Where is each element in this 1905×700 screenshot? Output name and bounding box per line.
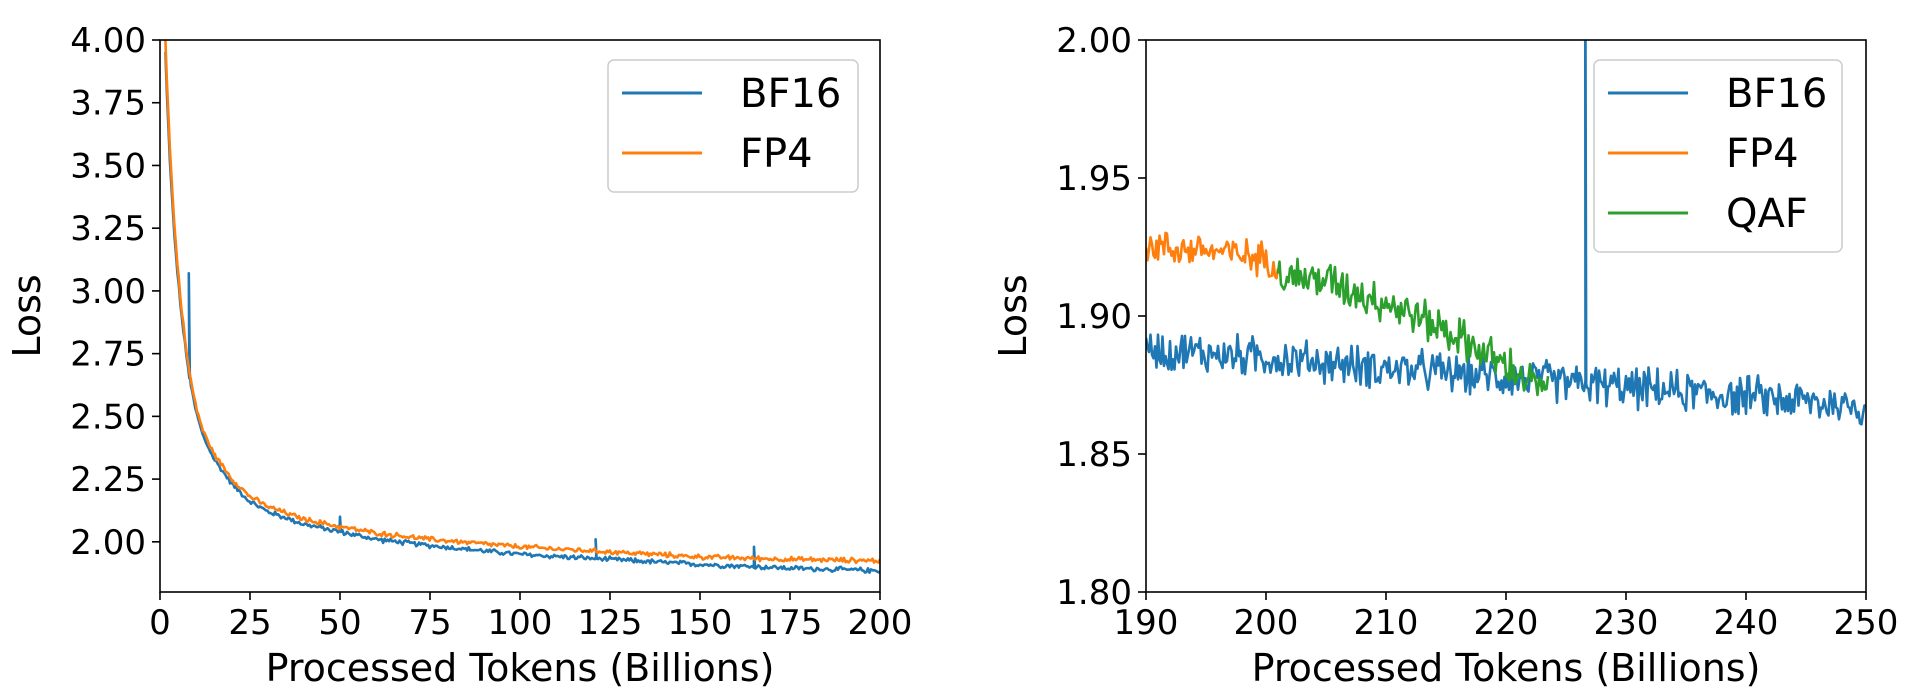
y-tick-label: 3.50 [70, 146, 146, 186]
legend-label-fp4: FP4 [1726, 131, 1799, 177]
legend: BF16 FP4 [607, 59, 859, 193]
plot-area [1146, 40, 1866, 426]
y-tick-label: 2.75 [70, 335, 146, 375]
x-tick-label: 230 [1594, 603, 1659, 643]
series-line-fp4 [164, 40, 880, 565]
series-line-bf16 [164, 51, 880, 574]
x-tick-label: 175 [758, 603, 823, 643]
y-tick-label: 4.00 [70, 21, 146, 61]
plot-area [164, 40, 880, 574]
x-tick-label: 75 [408, 603, 451, 643]
y-tick-label: 1.80 [1056, 573, 1132, 613]
x-axis-label: Processed Tokens (Billions) [266, 646, 775, 690]
x-tick-label: 220 [1474, 603, 1539, 643]
y-tick-label: 3.25 [70, 209, 146, 249]
chart-left: 0 25 50 75 100 125 150 175 200 2.00 2.25 2.50 2.75 3.… [5, 21, 912, 690]
series-line-qaf [1276, 257, 1550, 397]
y-tick-label: 3.75 [70, 84, 146, 124]
x-tick-label: 240 [1714, 603, 1779, 643]
x-tick-label: 250 [1834, 603, 1899, 643]
x-tick-label: 190 [1114, 603, 1179, 643]
y-tick-label: 1.90 [1056, 297, 1132, 337]
chart-right: 190 200 210 220 230 240 250 1.80 1.85 1.90 1.95 2.0… [991, 21, 1899, 690]
x-tick-label: 25 [228, 603, 271, 643]
y-tick-label: 2.25 [70, 460, 146, 500]
y-tick-label: 2.50 [70, 397, 146, 437]
legend: BF16 FP4 QAF [1593, 59, 1843, 253]
legend-label-fp4: FP4 [740, 131, 813, 177]
y-axis-label: Loss [5, 274, 49, 357]
y-tick-label: 2.00 [70, 523, 146, 563]
x-tick-label: 125 [578, 603, 643, 643]
y-axis-label: Loss [991, 274, 1035, 357]
x-axis-label: Processed Tokens (Billions) [1252, 646, 1761, 690]
x-tick-label: 150 [668, 603, 733, 643]
legend-label-bf16: BF16 [740, 71, 841, 117]
series-line-fp4 [1146, 231, 1280, 280]
legend-box [1593, 59, 1843, 253]
y-tick-label: 2.00 [1056, 21, 1132, 61]
legend-label-qaf: QAF [1726, 191, 1808, 237]
y-tick-label: 1.95 [1056, 159, 1132, 199]
x-tick-label: 50 [318, 603, 361, 643]
y-tick-label: 1.85 [1056, 435, 1132, 475]
y-tick-label: 3.00 [70, 272, 146, 312]
x-tick-label: 0 [149, 603, 171, 643]
x-tick-label: 210 [1354, 603, 1419, 643]
x-tick-label: 200 [1234, 603, 1299, 643]
legend-label-bf16: BF16 [1726, 71, 1827, 117]
x-tick-label: 100 [488, 603, 553, 643]
x-tick-label: 200 [848, 603, 913, 643]
